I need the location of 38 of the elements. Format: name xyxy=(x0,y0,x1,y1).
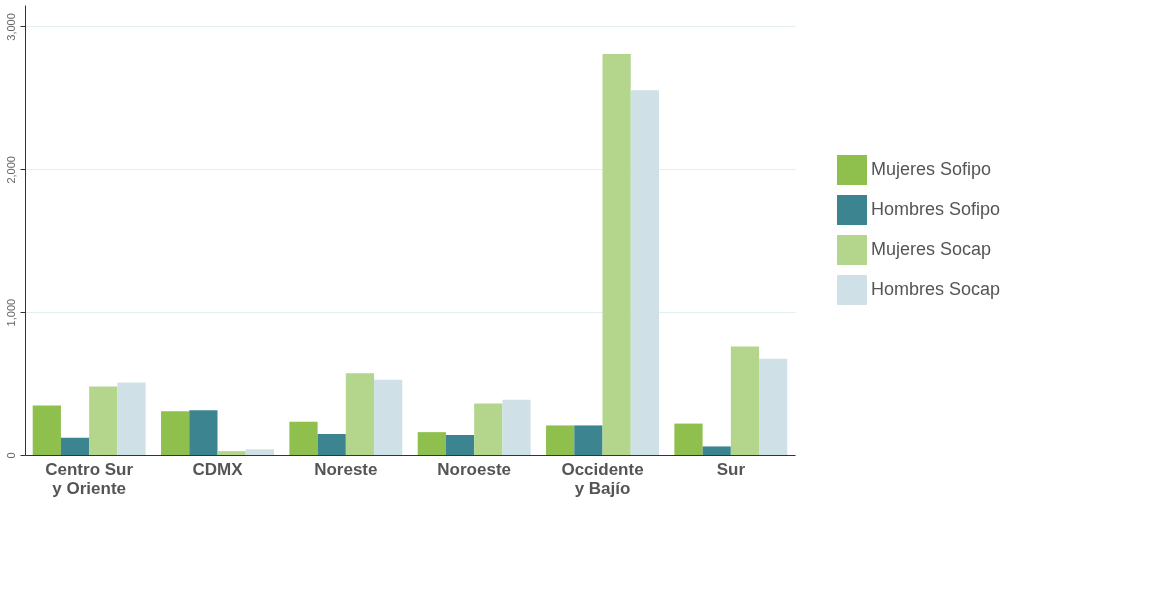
y-tick-label: 3,000 xyxy=(4,13,17,41)
bar xyxy=(161,411,190,455)
x-tick-label: Centro Sur y Oriente xyxy=(45,459,134,498)
bar xyxy=(702,446,731,455)
bar xyxy=(289,421,318,455)
x-tick-label: CDMX xyxy=(192,459,244,479)
y-tick-label: 0 xyxy=(4,452,17,459)
legend-label: Hombres Socap xyxy=(871,279,1001,299)
bar xyxy=(32,405,61,455)
bar xyxy=(674,423,703,455)
bar xyxy=(730,346,760,455)
bar xyxy=(217,451,246,455)
bar xyxy=(245,449,274,455)
y-tick-label: 1,000 xyxy=(4,298,17,327)
legend-label: Hombres Sofipo xyxy=(871,199,1001,219)
x-tick-label: Noreste xyxy=(314,459,378,479)
bar xyxy=(345,373,375,455)
bar xyxy=(60,437,90,455)
y-tick-label: 2,000 xyxy=(4,156,17,184)
x-tick-label: Occidente y Bajío xyxy=(561,459,644,498)
x-tick-label: Noroeste xyxy=(437,459,512,479)
bar xyxy=(374,379,403,455)
bar xyxy=(117,382,146,455)
bar xyxy=(602,54,631,455)
bar xyxy=(574,425,603,455)
bar xyxy=(546,425,575,455)
bar xyxy=(417,432,446,455)
bar xyxy=(189,410,218,455)
bar xyxy=(445,435,475,455)
bar xyxy=(474,403,503,455)
x-tick-label: Sur xyxy=(716,459,746,479)
bar xyxy=(502,399,531,455)
bar xyxy=(89,386,118,455)
bar xyxy=(630,90,659,455)
bar xyxy=(317,434,346,455)
legend-label: Mujeres Sofipo xyxy=(871,159,992,179)
bar xyxy=(759,358,788,455)
legend-label: Mujeres Socap xyxy=(871,239,992,259)
